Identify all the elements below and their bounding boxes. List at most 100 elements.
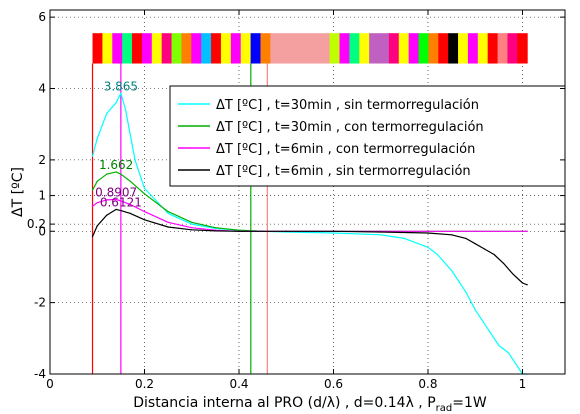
- series-point-1: [403, 237, 405, 239]
- series-point-4: [484, 248, 486, 250]
- color-strip-segment: [250, 33, 261, 64]
- color-strip-segment: [428, 33, 439, 64]
- series-point-3: [474, 230, 476, 232]
- color-strip-segment: [299, 33, 311, 64]
- series-point-1: [134, 159, 136, 161]
- series-point-2: [115, 171, 117, 173]
- color-strip-segment: [260, 33, 271, 64]
- series-point-2: [96, 180, 98, 182]
- series-point-3: [115, 198, 117, 201]
- series-point-1: [436, 253, 439, 256]
- peak-label: 3.865: [104, 79, 138, 93]
- series-point-1: [191, 223, 193, 225]
- series-point-4: [214, 230, 216, 232]
- color-strip-segment: [161, 33, 173, 64]
- color-strip-segment: [220, 33, 232, 64]
- series-point-1: [91, 155, 94, 157]
- color-strip-segment: [201, 33, 212, 64]
- y-tick-label: 0.2: [27, 217, 46, 231]
- color-strip-segment: [438, 33, 449, 64]
- series-point-3: [91, 205, 94, 207]
- series-point-2: [167, 211, 169, 213]
- color-strip-segment: [329, 33, 340, 64]
- series-point-4: [91, 236, 94, 238]
- series-point-1: [115, 102, 117, 104]
- series-point-2: [120, 173, 122, 175]
- color-strip-segment: [211, 33, 222, 64]
- x-tick-label: 0.6: [324, 377, 343, 391]
- series-point-4: [120, 209, 122, 212]
- series-point-4: [451, 234, 453, 236]
- color-strip-segment: [388, 33, 400, 64]
- series-point-3: [191, 227, 193, 229]
- series-point-1: [124, 109, 127, 111]
- color-strip-segment: [448, 33, 459, 64]
- y-tick-label: 2: [38, 153, 46, 167]
- peak-label: 0.6121: [100, 195, 142, 209]
- series-point-1: [332, 232, 335, 234]
- series-line-1: [91, 92, 528, 375]
- color-strip-segment: [379, 33, 390, 64]
- series-point-4: [238, 230, 240, 232]
- color-strip-segment: [240, 33, 252, 64]
- series-point-3: [167, 221, 169, 223]
- y-axis-label: ΔT [ºC]: [10, 167, 26, 217]
- color-strip-segment: [270, 33, 281, 64]
- series-point-1: [498, 344, 500, 347]
- series-point-1: [167, 212, 169, 215]
- series-point-3: [427, 230, 429, 232]
- color-strip-segment: [497, 33, 508, 64]
- series-point-4: [285, 230, 287, 232]
- series-point-1: [474, 309, 476, 311]
- plot-background: [50, 10, 565, 374]
- series-point-2: [106, 173, 108, 175]
- series-point-1: [465, 291, 467, 293]
- legend-entry: ΔT [ºC] , t=30min , con termorregulación: [216, 120, 484, 135]
- series-point-4: [465, 237, 467, 239]
- color-strip-segment: [467, 33, 479, 64]
- color-strip-segment: [181, 33, 192, 64]
- color-strip-segment: [418, 33, 429, 64]
- series-point-1: [427, 246, 429, 248]
- series-point-1: [96, 137, 98, 140]
- series-point-4: [332, 230, 335, 232]
- y-tick-label: 1: [38, 189, 46, 203]
- color-strip-segment: [141, 33, 153, 64]
- color-strip-segment: [171, 33, 182, 64]
- series-line-3: [92, 198, 528, 232]
- peak-label: 0.8907: [95, 185, 137, 199]
- series-point-1: [507, 351, 509, 354]
- color-strip-segment: [319, 33, 331, 64]
- x-tick-label: 0.2: [135, 377, 154, 391]
- series-point-2: [214, 227, 216, 229]
- series-point-4: [512, 273, 514, 275]
- series-point-4: [167, 226, 169, 228]
- color-strip-segment: [359, 33, 370, 64]
- color-strip-segment: [191, 33, 202, 64]
- series-point-3: [106, 199, 108, 201]
- series-point-1: [106, 112, 108, 115]
- series-line-4: [91, 208, 528, 286]
- series-point-4: [143, 219, 146, 221]
- legend-box: [169, 85, 566, 187]
- series-point-1: [120, 92, 122, 94]
- color-strip: [92, 33, 528, 64]
- series-point-4: [106, 214, 108, 216]
- series-point-4: [427, 232, 429, 234]
- color-strip-segment: [102, 33, 113, 64]
- series-point-4: [191, 229, 193, 231]
- color-strip-segment: [408, 33, 420, 64]
- x-tick-label: 1: [519, 377, 527, 391]
- series-point-4: [521, 282, 524, 284]
- x-tick-label: 0: [46, 377, 54, 391]
- series-point-4: [115, 208, 117, 211]
- color-strip-segment: [309, 33, 321, 64]
- peak-label: 1.662: [99, 158, 133, 172]
- legend-entry: ΔT [ºC] , t=30min , sin termorregulación: [216, 98, 479, 113]
- color-strip-segment: [487, 33, 499, 64]
- color-strip-segment: [132, 33, 143, 64]
- legend-entry: ΔT [ºC] , t=6min , sin termorregulación: [216, 164, 471, 179]
